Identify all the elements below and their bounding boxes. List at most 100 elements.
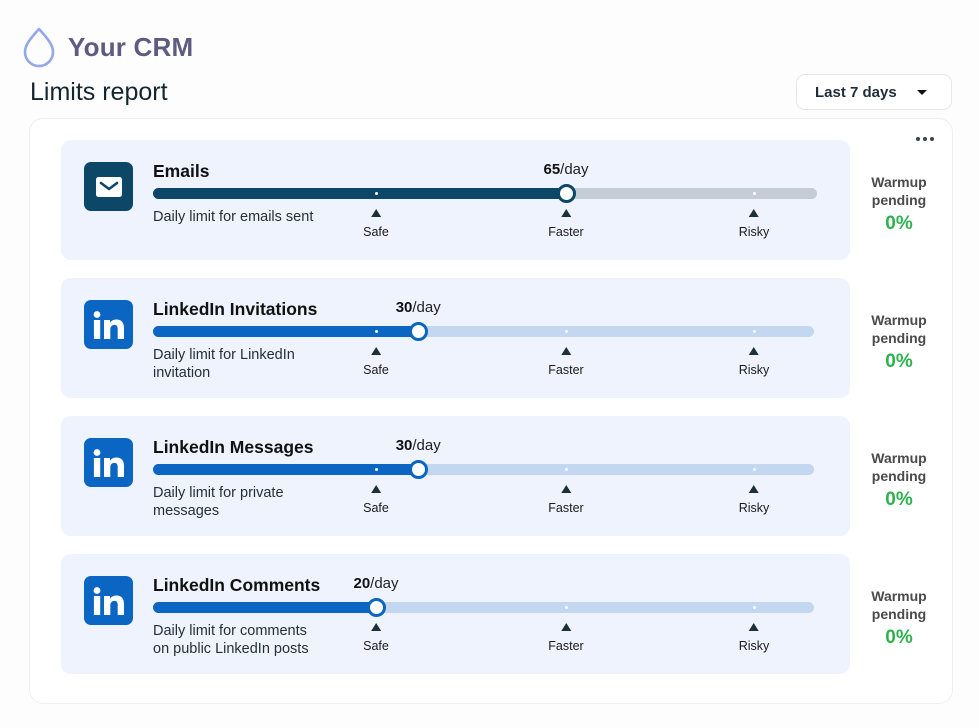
- limit-slider-handle[interactable]: [408, 460, 428, 479]
- limit-card-linkedin-invitations: LinkedIn Invitations Daily limit for Lin…: [61, 278, 850, 398]
- date-range-dropdown[interactable]: Last 7 days: [796, 74, 952, 110]
- limit-value: 20/day: [353, 575, 398, 592]
- scale-marker-safe: Safe: [363, 623, 389, 653]
- scale-dot-risky: [752, 606, 756, 609]
- scale-marker-risky: Risky: [738, 209, 770, 239]
- scale-marker-risky: Risky: [739, 347, 769, 377]
- warmup-status: Warmup pending 0%: [866, 587, 932, 649]
- limit-value-unit: /day: [412, 299, 441, 316]
- scale-marker-safe: Safe: [363, 347, 389, 377]
- app-header: Your CRM: [22, 26, 193, 68]
- triangle-up-icon: [561, 623, 571, 631]
- warmup-label: Warmup pending: [871, 174, 927, 208]
- triangle-up-icon: [749, 347, 759, 355]
- scale-dot-faster: [564, 330, 568, 333]
- limit-slider-fill: [153, 464, 419, 475]
- limit-value: 65/day: [543, 161, 588, 178]
- scale-marker-risky: Risky: [738, 485, 770, 515]
- limit-slider-handle[interactable]: [556, 184, 576, 203]
- scale-dot-risky: [752, 330, 756, 333]
- scale-marker-faster: Faster: [548, 347, 584, 377]
- scale-marker-label: Safe: [363, 639, 389, 653]
- limit-value-unit: /day: [412, 437, 441, 454]
- scale-marker-label: Faster: [548, 363, 584, 377]
- limit-slider-fill: [153, 602, 376, 613]
- scale-marker-safe: Safe: [363, 485, 389, 515]
- limit-value-number: 20: [353, 575, 371, 592]
- scale-marker-label: Safe: [363, 363, 389, 377]
- limit-title: LinkedIn Messages: [153, 437, 314, 457]
- scale-marker-risky: Risky: [738, 623, 770, 653]
- limits-panel: Emails Daily limit for emails sent 65/da…: [29, 118, 953, 704]
- triangle-up-icon: [749, 209, 759, 217]
- page-title: Limits report: [30, 78, 168, 106]
- limit-slider-track[interactable]: [153, 322, 814, 341]
- warmup-status: Warmup pending 0%: [866, 311, 932, 373]
- scale-marker-label: Faster: [548, 225, 584, 239]
- warmup-status: Warmup pending 0%: [866, 173, 932, 235]
- scale-marker-faster: Faster: [548, 623, 584, 653]
- triangle-up-icon: [371, 623, 381, 631]
- scale-marker-label: Risky: [738, 639, 770, 653]
- app-title: Your CRM: [68, 31, 194, 62]
- scale-marker-label: Risky: [738, 225, 770, 239]
- warmup-label: Warmup pending: [871, 588, 927, 622]
- scale-dot-safe: [374, 468, 378, 471]
- warmup-value: 0%: [885, 627, 913, 648]
- limit-value-unit: /day: [560, 161, 589, 178]
- triangle-up-icon: [371, 485, 381, 493]
- limit-card-emails: Emails Daily limit for emails sent 65/da…: [61, 140, 850, 260]
- scale-dot-risky: [752, 192, 756, 195]
- limit-title: LinkedIn Invitations: [153, 299, 318, 319]
- triangle-up-icon: [371, 347, 381, 355]
- warmup-status: Warmup pending 0%: [866, 449, 932, 511]
- limit-value: 30/day: [396, 437, 441, 454]
- caret-down-icon: [917, 90, 927, 95]
- limit-card-linkedin-messages: LinkedIn Messages Daily limit for privat…: [61, 416, 850, 536]
- limit-value: 30/day: [396, 299, 441, 316]
- scale-dot-faster: [564, 468, 568, 471]
- warmup-label: Warmup pending: [871, 450, 927, 484]
- linkedin-icon: [84, 300, 133, 349]
- limit-value-number: 65: [543, 161, 561, 178]
- limit-slider-fill: [153, 326, 419, 337]
- triangle-up-icon: [561, 347, 571, 355]
- triangle-up-icon: [561, 485, 571, 493]
- limit-slider-track[interactable]: [153, 460, 814, 479]
- scale-marker-label: Faster: [548, 639, 584, 653]
- more-horizontal-icon-dot: [916, 137, 920, 141]
- limit-description: Daily limit for LinkedIn invitation: [153, 347, 295, 381]
- limit-slider-handle[interactable]: [408, 322, 428, 341]
- limit-slider-track[interactable]: [153, 184, 817, 203]
- linkedin-icon: [84, 576, 133, 625]
- triangle-up-icon: [561, 209, 571, 217]
- warmup-value: 0%: [885, 489, 913, 510]
- droplet-icon: [23, 27, 55, 68]
- limit-slider-track[interactable]: [153, 598, 814, 617]
- more-options-button[interactable]: [916, 133, 934, 145]
- scale-dot-safe: [374, 330, 378, 333]
- limit-title: LinkedIn Comments: [153, 575, 321, 595]
- limit-slider-handle[interactable]: [366, 598, 386, 617]
- scale-marker-safe: Safe: [363, 209, 389, 239]
- scale-dot-risky: [752, 468, 756, 471]
- more-horizontal-icon-dot: [923, 137, 927, 141]
- limit-value-number: 30: [395, 437, 413, 454]
- scale-marker-label: Safe: [363, 501, 389, 515]
- limit-title: Emails: [153, 161, 210, 181]
- warmup-value: 0%: [885, 213, 913, 234]
- limit-description: Daily limit for emails sent: [153, 209, 314, 225]
- scale-marker-label: Risky: [738, 501, 770, 515]
- limit-value-number: 30: [395, 299, 413, 316]
- triangle-up-icon: [749, 623, 759, 631]
- limit-description: Daily limit for comments on public Linke…: [153, 623, 309, 657]
- scale-dot-safe: [374, 192, 378, 195]
- limit-value-unit: /day: [370, 575, 399, 592]
- scale-marker-faster: Faster: [548, 485, 584, 515]
- scale-marker-label: Faster: [548, 501, 584, 515]
- triangle-up-icon: [749, 485, 759, 493]
- more-horizontal-icon-dot: [930, 137, 934, 141]
- scale-marker-faster: Faster: [548, 209, 584, 239]
- warmup-value: 0%: [885, 351, 913, 372]
- mail-icon: [84, 162, 133, 211]
